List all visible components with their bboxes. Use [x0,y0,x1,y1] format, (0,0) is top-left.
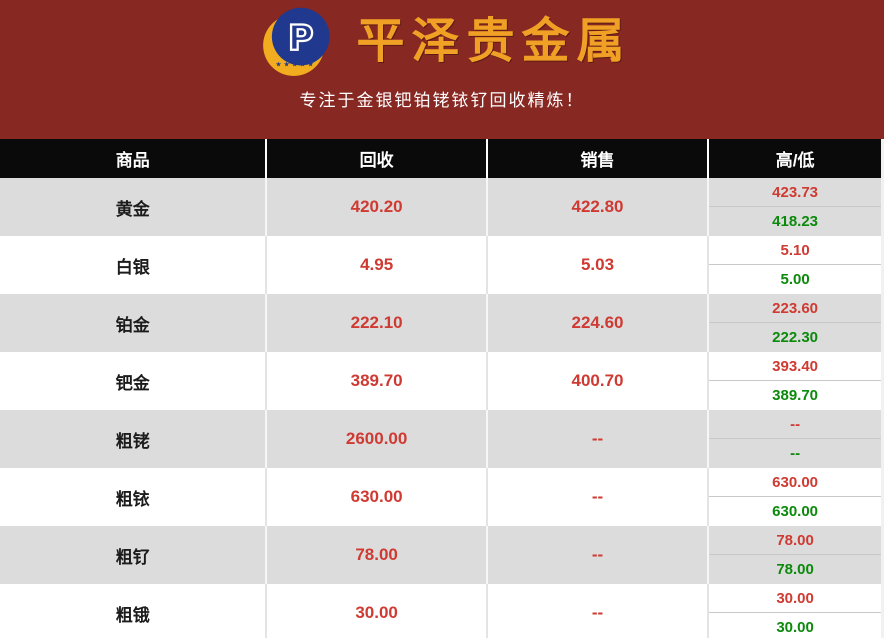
recycle-price-cell: 630.00 [265,468,487,526]
sell-price-cell: -- [485,526,709,584]
high-low-cell: 630.00 630.00 [707,468,883,526]
high-value: 223.60 [709,294,881,323]
high-low-cell: 223.60 222.30 [707,294,883,352]
high-value: 5.10 [709,236,881,265]
table-row: 铂金 222.10 224.60 223.60 222.30 [0,294,883,352]
col-header-product: 商品 [0,139,267,178]
low-value: 389.70 [772,387,819,404]
col-header-recycle: 回收 [265,139,487,178]
col-header-sell: 销售 [485,139,709,178]
sell-price-cell: -- [485,468,709,526]
high-low-cell: 30.00 30.00 [707,584,883,638]
logo-stars-icon: ★★★★★ [276,60,316,68]
table-row: 白银 4.95 5.03 5.10 5.00 [0,236,883,294]
low-value: 418.23 [772,213,819,230]
high-value: 630.00 [709,468,881,497]
price-table: 商品 回收 销售 高/低 黄金 420.20 422.80 423.73 418… [0,139,884,638]
brand-logo-icon: P ★★★★★ [263,7,331,76]
product-name-cell: 粗铱 [115,489,150,509]
high-low-cell: 393.40 389.70 [707,352,883,410]
logo-disc [272,7,331,65]
product-name-cell: 黄金 [115,199,150,219]
low-value: 222.30 [772,329,819,346]
product-name-cell: 钯金 [115,373,150,393]
high-low-cell: 5.10 5.00 [707,236,883,294]
high-value: 78.00 [709,526,881,555]
recycle-price-cell: 222.10 [265,294,487,352]
high-value: -- [709,410,881,439]
logo-letter: P [288,18,314,58]
product-name-cell: 粗锇 [115,605,150,625]
table-row: 粗锇 30.00 -- 30.00 30.00 [0,584,883,638]
recycle-price-cell: 30.00 [265,584,487,638]
sell-price-cell: -- [485,584,709,638]
high-low-cell: 78.00 78.00 [707,526,883,584]
brand-link[interactable]: P ★★★★★ 平泽贵金属 [0,0,884,76]
product-name-cell: 粗钌 [115,547,150,567]
table-row: 粗铑 2600.00 -- -- -- [0,410,883,468]
low-value: 5.00 [780,271,810,288]
table-header-row: 商品 回收 销售 高/低 [0,139,883,178]
recycle-price-cell: 420.20 [265,178,487,236]
low-value: -- [790,445,801,462]
recycle-price-cell: 78.00 [265,526,487,584]
low-value: 78.00 [776,561,814,578]
sell-price-cell: 400.70 [485,352,709,410]
product-name-cell: 白银 [115,257,150,277]
table-row: 粗铱 630.00 -- 630.00 630.00 [0,468,883,526]
high-low-cell: -- -- [707,410,883,468]
high-value: 393.40 [709,352,881,381]
site-header: P ★★★★★ 平泽贵金属 专注于金银钯铂铑铱钌回收精炼！ [0,0,884,139]
brand-title: 平泽贵金属 [356,12,632,69]
low-value: 630.00 [772,503,819,520]
col-header-high-low: 高/低 [707,139,883,178]
brand-tagline: 专注于金银钯铂铑铱钌回收精炼！ [299,91,585,110]
sell-price-cell: 422.80 [485,178,709,236]
sell-price-cell: 224.60 [485,294,709,352]
product-name-cell: 铂金 [115,315,150,335]
high-value: 30.00 [709,584,881,613]
table-row: 黄金 420.20 422.80 423.73 418.23 [0,178,883,236]
low-value: 30.00 [776,619,814,636]
high-value: 423.73 [709,178,881,207]
table-row: 粗钌 78.00 -- 78.00 78.00 [0,526,883,584]
recycle-price-cell: 2600.00 [265,410,487,468]
recycle-price-cell: 4.95 [265,236,487,294]
recycle-price-cell: 389.70 [265,352,487,410]
sell-price-cell: 5.03 [485,236,709,294]
high-low-cell: 423.73 418.23 [707,178,883,236]
table-row: 钯金 389.70 400.70 393.40 389.70 [0,352,883,410]
product-name-cell: 粗铑 [115,431,150,451]
sell-price-cell: -- [485,410,709,468]
